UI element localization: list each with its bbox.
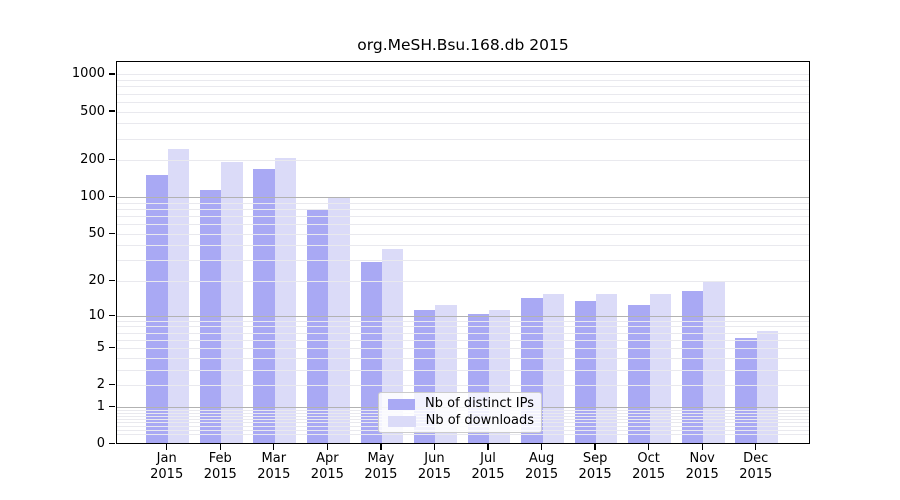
bar-downloads-jan bbox=[167, 149, 190, 443]
gridline bbox=[116, 245, 809, 247]
gridline bbox=[116, 332, 809, 334]
y-tick-mark bbox=[109, 73, 115, 75]
gridline bbox=[116, 197, 809, 199]
x-tick-label-nov: Nov 2015 bbox=[685, 450, 719, 483]
x-tick-mark bbox=[648, 443, 650, 450]
y-tick-mark bbox=[109, 442, 115, 445]
bar-downloads-feb bbox=[221, 161, 243, 443]
x-tick-label-aug: Aug 2015 bbox=[525, 450, 559, 483]
x-tick-label-mar: Mar 2015 bbox=[257, 450, 291, 483]
y-tick-mark bbox=[109, 232, 115, 234]
bar-distinct-ips-nov bbox=[681, 290, 704, 443]
gridline bbox=[116, 80, 809, 82]
bar-distinct-ips-jan bbox=[146, 174, 168, 443]
x-tick-mark bbox=[166, 443, 168, 450]
y-tick-mark bbox=[109, 384, 115, 386]
gridline bbox=[116, 123, 809, 125]
legend-swatch-downloads bbox=[388, 415, 416, 427]
gridline bbox=[116, 369, 809, 371]
x-tick-mark bbox=[487, 443, 489, 450]
x-tick-label-oct: Oct 2015 bbox=[632, 450, 666, 483]
gridline bbox=[116, 101, 809, 103]
y-tick-label: 50 bbox=[88, 225, 105, 241]
gridline bbox=[116, 111, 809, 113]
gridline bbox=[116, 74, 809, 76]
legend-label-distinct-ips: Nb of distinct IPs bbox=[425, 396, 534, 411]
x-tick-mark bbox=[380, 443, 382, 450]
legend-label-downloads: Nb of downloads bbox=[425, 413, 534, 428]
x-tick-mark bbox=[433, 443, 436, 450]
gridline bbox=[116, 339, 809, 341]
legend-item-downloads: Nb of downloads bbox=[386, 414, 534, 428]
y-tick-mark bbox=[109, 110, 115, 112]
y-tick-mark bbox=[109, 159, 115, 161]
y-tick-mark bbox=[109, 314, 115, 316]
bar-downloads-oct bbox=[649, 294, 672, 443]
y-tick-label: 2 bbox=[96, 377, 105, 393]
gridline bbox=[116, 260, 809, 262]
gridline bbox=[116, 357, 809, 359]
y-tick-label: 1000 bbox=[71, 66, 105, 82]
bar-downloads-aug bbox=[542, 294, 564, 443]
gridline bbox=[116, 434, 809, 436]
y-tick-label: 0 bbox=[96, 436, 105, 451]
x-tick-mark bbox=[273, 443, 275, 450]
plot-area bbox=[115, 61, 810, 444]
bar-downloads-sep bbox=[596, 294, 618, 443]
x-tick-mark bbox=[219, 443, 221, 450]
chart-title: org.MeSH.Bsu.168.db 2015 bbox=[357, 36, 569, 54]
x-tick-label-may: May 2015 bbox=[364, 450, 398, 483]
gridline bbox=[116, 216, 809, 217]
y-tick-label: 5 bbox=[96, 340, 105, 356]
y-tick-label: 200 bbox=[80, 152, 105, 168]
bar-distinct-ips-mar bbox=[253, 169, 275, 443]
y-tick-label: 1 bbox=[96, 398, 105, 414]
gridline bbox=[116, 86, 809, 88]
bar-downloads-nov bbox=[703, 282, 725, 443]
gridline bbox=[116, 315, 809, 317]
legend: Nb of distinct IPs Nb of downloads bbox=[378, 392, 542, 433]
x-tick-label-apr: Apr 2015 bbox=[310, 450, 344, 483]
x-tick-mark bbox=[594, 443, 596, 450]
gridline bbox=[116, 93, 809, 95]
gridline bbox=[116, 385, 809, 387]
y-tick-mark bbox=[109, 196, 115, 198]
y-tick-mark bbox=[109, 280, 115, 282]
gridline bbox=[116, 326, 809, 328]
y-tick-mark bbox=[109, 347, 115, 349]
y-tick-label: 500 bbox=[80, 103, 105, 119]
gridline bbox=[116, 208, 809, 210]
gridline bbox=[116, 348, 809, 350]
gridline bbox=[116, 281, 809, 283]
x-tick-mark bbox=[326, 443, 328, 450]
x-tick-mark bbox=[701, 443, 703, 450]
x-tick-label-feb: Feb 2015 bbox=[203, 450, 237, 483]
bar-distinct-ips-apr bbox=[306, 208, 329, 443]
x-tick-label-jan: Jan 2015 bbox=[150, 450, 184, 483]
x-tick-label-jun: Jun 2015 bbox=[417, 450, 451, 483]
y-tick-label: 20 bbox=[88, 273, 105, 289]
gridline bbox=[116, 138, 809, 140]
bar-distinct-ips-oct bbox=[628, 305, 650, 443]
gridline bbox=[116, 160, 809, 162]
gridline bbox=[116, 320, 809, 322]
gridline bbox=[116, 233, 809, 235]
x-tick-label-dec: Dec 2015 bbox=[739, 450, 773, 483]
x-tick-mark bbox=[755, 443, 757, 450]
y-tick-label: 100 bbox=[80, 189, 105, 205]
x-tick-label-jul: Jul 2015 bbox=[471, 450, 505, 483]
x-tick-mark bbox=[540, 443, 543, 450]
gridline bbox=[116, 202, 809, 204]
bar-downloads-mar bbox=[274, 157, 297, 443]
gridline bbox=[116, 224, 809, 226]
y-tick-mark bbox=[109, 405, 115, 408]
bar-distinct-ips-may bbox=[360, 262, 382, 443]
x-tick-label-sep: Sep 2015 bbox=[578, 450, 612, 483]
bar-downloads-apr bbox=[328, 197, 350, 443]
y-tick-label: 10 bbox=[88, 307, 105, 323]
legend-swatch-distinct-ips bbox=[388, 398, 416, 410]
bar-downloads-dec bbox=[756, 331, 779, 443]
legend-item-distinct-ips: Nb of distinct IPs bbox=[386, 397, 534, 411]
